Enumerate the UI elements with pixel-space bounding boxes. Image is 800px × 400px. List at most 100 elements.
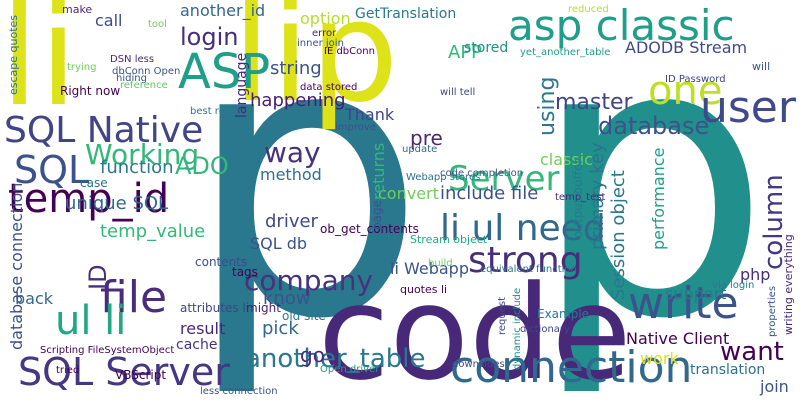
word: php <box>740 265 770 284</box>
word: primary key <box>587 142 608 250</box>
word: work <box>640 349 679 368</box>
word: using <box>535 77 560 136</box>
word: convert <box>378 184 439 203</box>
word: want <box>720 337 784 367</box>
word: pre <box>410 126 443 150</box>
word: improve <box>335 122 376 133</box>
word: result <box>180 319 225 338</box>
word: temp_test <box>555 192 605 203</box>
word: write <box>628 278 739 329</box>
word: li Webapp <box>390 259 469 278</box>
word: trying <box>67 62 96 73</box>
word: database <box>598 112 709 140</box>
word: make <box>62 3 92 16</box>
word: support <box>665 284 726 303</box>
word: Open driver <box>320 364 380 375</box>
word: will tell <box>440 87 475 98</box>
word: Example <box>537 307 589 321</box>
word: reference <box>120 80 168 91</box>
word: code completion <box>440 168 523 179</box>
word: ASP <box>178 44 270 100</box>
word: method <box>260 165 322 184</box>
word: tags <box>232 265 258 279</box>
word: tried <box>56 365 79 376</box>
word: build <box>428 258 453 269</box>
word: Server <box>448 159 560 199</box>
word: include file <box>440 183 538 204</box>
word: contents <box>195 255 247 269</box>
word: VBScript <box>115 368 166 382</box>
word: best route <box>190 106 241 117</box>
word: dbConn Open <box>112 66 180 77</box>
word: unique SQL <box>65 193 168 214</box>
word: inner join <box>297 38 344 49</box>
word: SQL db <box>250 234 307 253</box>
word: output buffer <box>571 159 585 238</box>
word: temp_id <box>8 176 169 222</box>
word: temp_value <box>100 221 205 242</box>
word: case <box>80 176 108 190</box>
word: quotes li <box>400 283 447 296</box>
word: classic <box>540 150 593 169</box>
word: database connection <box>7 183 26 350</box>
word: column <box>759 174 789 270</box>
word: call <box>95 11 123 30</box>
word: via login <box>712 280 754 291</box>
word: DSN less <box>110 54 154 65</box>
word: user <box>700 82 797 133</box>
word: li <box>0 0 78 138</box>
word: performance <box>649 148 668 250</box>
word: yet_another_table <box>520 47 610 58</box>
word: connection <box>450 342 692 393</box>
word: know <box>263 288 311 309</box>
word: ADO <box>175 152 229 180</box>
word: ID <box>84 264 112 290</box>
word: go <box>300 343 325 367</box>
word: file <box>100 272 167 323</box>
word: Scripting FileSystemObject <box>40 345 174 356</box>
word: pick <box>262 318 299 339</box>
word: hiding <box>116 73 147 84</box>
word: Session object <box>608 170 629 300</box>
word: Stream object <box>410 233 488 246</box>
word: p <box>530 0 771 400</box>
word: reduced <box>568 4 609 15</box>
word: option <box>300 9 351 28</box>
word: driver <box>265 211 319 232</box>
word: SQL <box>14 148 89 192</box>
word: strong <box>468 240 583 281</box>
word: join <box>759 377 789 396</box>
word: equivalent function <box>480 264 577 275</box>
word: escape quotes <box>7 15 20 95</box>
word: attributes li <box>180 301 249 315</box>
word: dynamic include <box>512 288 523 370</box>
word: lip <box>232 0 399 134</box>
word: dictionary <box>520 324 570 335</box>
word: downsides <box>452 359 505 370</box>
word: another_table <box>245 344 426 374</box>
word: one <box>648 68 722 114</box>
word: ID Password <box>665 74 726 85</box>
word: company <box>244 264 373 297</box>
word: APP <box>448 42 482 63</box>
word: error <box>312 28 337 39</box>
word: SQL Native <box>4 110 203 151</box>
word: tool <box>148 19 167 30</box>
word: old site <box>282 309 326 323</box>
word: translation <box>690 362 765 378</box>
word: ob_get_contents <box>320 222 419 236</box>
word: Working <box>85 138 199 171</box>
word: function <box>100 157 174 178</box>
word: returns <box>369 143 388 200</box>
word: Thank <box>344 105 395 124</box>
word: properties <box>767 286 778 337</box>
word: Right now <box>60 84 120 98</box>
word: code <box>318 257 632 400</box>
word: ul li <box>55 298 126 344</box>
word: string <box>270 58 322 79</box>
word: li ul need <box>440 208 606 249</box>
word: SQL Server <box>18 350 230 394</box>
word: will <box>752 60 770 73</box>
word: back <box>15 289 54 308</box>
